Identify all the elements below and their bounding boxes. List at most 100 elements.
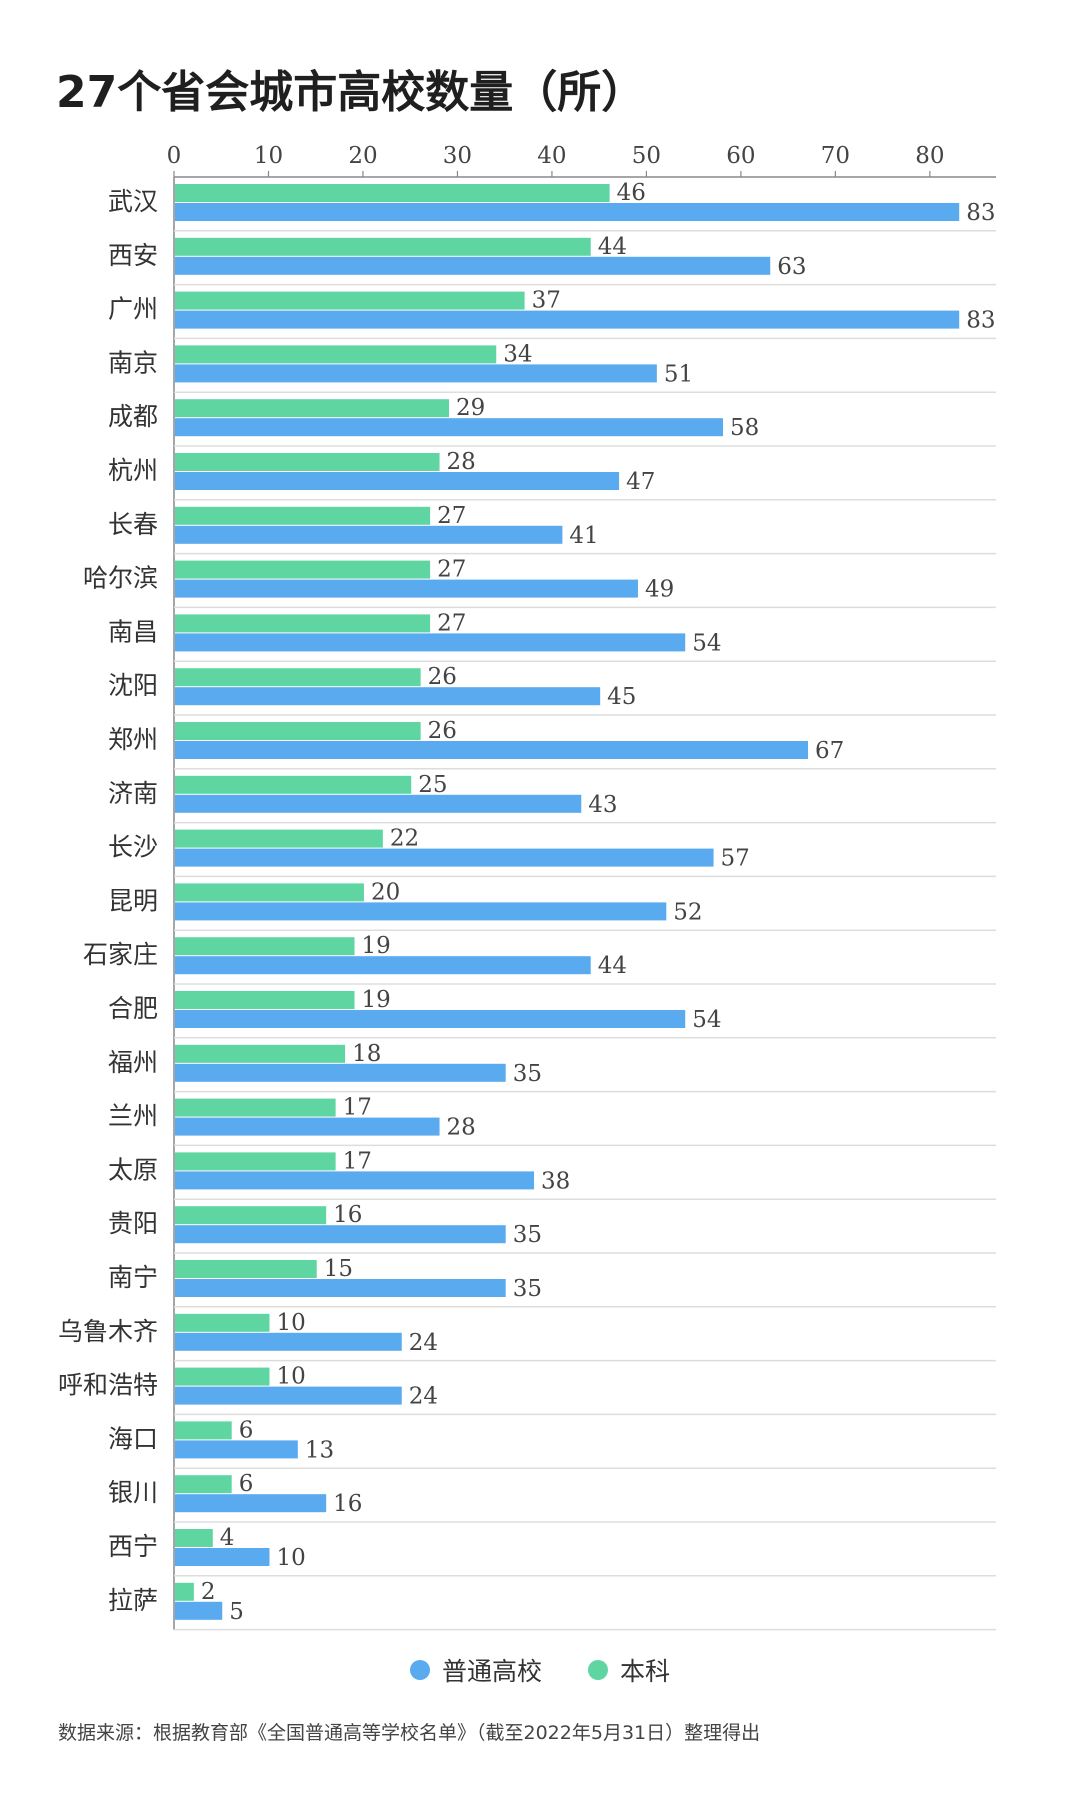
value-label-regular: 35	[513, 1276, 542, 1302]
value-label-undergrad: 6	[239, 1471, 254, 1497]
value-label-regular: 83	[966, 308, 995, 334]
value-label-undergrad: 34	[503, 341, 532, 367]
value-label-undergrad: 27	[437, 503, 466, 529]
legend-label-undergrad: 本科	[620, 1657, 671, 1686]
category-label: 南昌	[108, 617, 158, 646]
legend-item-regular: 普通高校	[409, 1652, 542, 1688]
value-label-regular: 24	[409, 1384, 438, 1410]
bar-undergrad	[175, 237, 591, 256]
category-label: 哈尔滨	[83, 564, 158, 593]
x-tick-label: 30	[443, 143, 472, 169]
value-label-regular: 54	[692, 630, 721, 656]
value-label-undergrad: 15	[324, 1256, 353, 1282]
value-label-undergrad: 27	[437, 610, 466, 636]
bar-regular	[175, 902, 667, 921]
value-label-undergrad: 26	[428, 664, 457, 690]
category-label: 广州	[108, 295, 158, 324]
category-label: 昆明	[108, 886, 158, 915]
value-label-regular: 13	[305, 1437, 334, 1463]
legend-swatch-undergrad	[588, 1660, 608, 1680]
bar-undergrad	[175, 614, 431, 633]
value-label-undergrad: 10	[276, 1364, 305, 1390]
bar-undergrad	[175, 1206, 327, 1225]
category-label: 合肥	[108, 994, 158, 1023]
x-tick-label: 50	[632, 143, 661, 169]
bar-undergrad	[175, 291, 525, 310]
legend-item-undergrad: 本科	[588, 1652, 670, 1688]
bar-regular	[175, 1225, 506, 1244]
bar-regular	[175, 310, 960, 329]
value-label-regular: 10	[276, 1545, 305, 1571]
x-tick-label: 80	[915, 143, 944, 169]
value-label-undergrad: 29	[456, 395, 485, 421]
value-label-undergrad: 27	[437, 557, 466, 583]
value-label-undergrad: 22	[390, 826, 419, 852]
x-tick-label: 60	[726, 143, 755, 169]
bar-regular	[175, 741, 809, 759]
category-label: 石家庄	[83, 940, 158, 969]
value-label-regular: 35	[513, 1222, 542, 1248]
category-label: 太原	[108, 1155, 158, 1184]
value-label-regular: 35	[513, 1061, 542, 1087]
bar-regular	[175, 687, 601, 706]
bar-regular	[175, 1548, 270, 1566]
category-label: 成都	[108, 402, 158, 431]
x-tick-label: 0	[167, 143, 182, 169]
category-label: 沈阳	[108, 671, 158, 700]
bar-regular	[175, 256, 771, 275]
category-label: 兰州	[108, 1102, 158, 1131]
category-label: 武汉	[108, 187, 158, 216]
category-label: 海口	[108, 1424, 158, 1453]
bar-undergrad	[175, 883, 364, 902]
value-label-regular: 67	[815, 738, 844, 764]
bar-undergrad	[175, 184, 610, 202]
value-label-regular: 58	[730, 415, 759, 441]
category-label: 银川	[108, 1478, 158, 1507]
bar-regular	[175, 1171, 535, 1190]
value-label-regular: 16	[333, 1491, 362, 1517]
value-label-undergrad: 46	[617, 180, 646, 206]
category-label: 福州	[108, 1048, 158, 1077]
value-label-undergrad: 19	[362, 987, 391, 1013]
category-label: 长春	[108, 510, 158, 539]
source-note: 数据来源：根据教育部《全国普通高等学校名单》（截至2022年5月31日）整理得出	[58, 1722, 761, 1744]
bar-undergrad	[175, 1260, 317, 1278]
bar-undergrad	[175, 1529, 213, 1547]
bar-regular	[175, 418, 723, 437]
x-tick-label: 70	[821, 143, 850, 169]
category-label: 呼和浩特	[58, 1371, 158, 1400]
bar-regular	[175, 1332, 402, 1351]
bar-regular	[175, 203, 960, 221]
bar-undergrad	[175, 453, 440, 471]
bar-undergrad	[175, 1152, 336, 1171]
bar-undergrad	[175, 560, 431, 579]
x-tick-label: 40	[537, 143, 566, 169]
value-label-undergrad: 16	[333, 1202, 362, 1228]
value-label-regular: 24	[409, 1330, 438, 1356]
category-label: 长沙	[108, 833, 158, 862]
value-label-undergrad: 2	[201, 1579, 216, 1605]
bar-regular	[175, 1494, 327, 1513]
category-label: 西宁	[108, 1532, 158, 1561]
category-label: 拉萨	[108, 1586, 158, 1615]
category-label: 南宁	[108, 1263, 158, 1292]
bar-regular	[175, 472, 620, 490]
value-label-undergrad: 4	[220, 1525, 235, 1551]
value-label-regular: 49	[645, 577, 674, 603]
bar-undergrad	[175, 345, 497, 364]
value-label-regular: 51	[664, 361, 693, 387]
bar-undergrad	[175, 775, 412, 794]
category-label: 南京	[108, 348, 158, 377]
value-label-regular: 83	[966, 200, 995, 226]
bar-undergrad	[175, 1475, 232, 1494]
value-label-undergrad: 10	[276, 1310, 305, 1336]
bar-undergrad	[175, 937, 355, 956]
bar-undergrad	[175, 1313, 270, 1332]
value-label-undergrad: 37	[532, 288, 561, 314]
legend: 普通高校 本科	[0, 1652, 1080, 1688]
category-label: 济南	[108, 779, 158, 808]
value-label-undergrad: 19	[362, 933, 391, 959]
value-label-regular: 28	[447, 1115, 476, 1141]
bar-undergrad	[175, 506, 431, 525]
value-label-undergrad: 17	[343, 1148, 372, 1174]
